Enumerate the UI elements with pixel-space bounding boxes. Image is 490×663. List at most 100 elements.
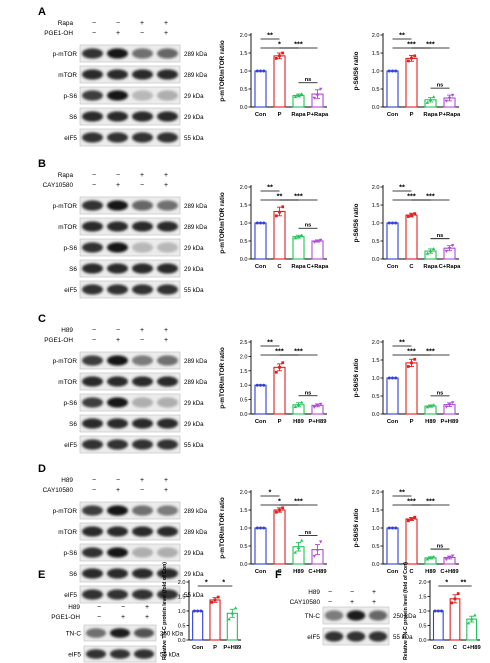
blot-strip <box>79 351 181 370</box>
significance-label: ns <box>305 77 312 83</box>
blot-band <box>107 69 128 80</box>
blot-kda: 289 kDa <box>184 379 208 386</box>
data-point <box>436 609 440 613</box>
data-point <box>315 239 320 243</box>
x-tick-label: Con <box>255 112 267 118</box>
blot-kda: 289 kDa <box>184 358 208 365</box>
blot-label: S6 <box>69 421 77 428</box>
bar <box>432 610 444 641</box>
blot-strip <box>79 585 181 604</box>
bar <box>405 57 418 108</box>
blot-label: p-mTOR <box>53 51 78 58</box>
blot-band <box>107 505 128 516</box>
treatment-sign: − <box>116 327 120 334</box>
y-tick-label: 0.0 <box>372 105 380 111</box>
y-tick-label: 2.0 <box>372 490 380 496</box>
x-tick-label: P <box>278 419 282 425</box>
blot-band <box>82 376 103 387</box>
x-tick-label: Rapa <box>423 264 438 270</box>
x-tick-label: C+Rapa <box>439 264 462 270</box>
data-point <box>440 609 444 613</box>
blot-band <box>82 242 103 253</box>
treatment-label: CAY10580 <box>290 599 321 606</box>
x-tick-label: C+H89 <box>308 569 327 575</box>
blot-band <box>157 221 178 232</box>
treatment-sign: − <box>121 604 125 611</box>
blot-kda: 289 kDa <box>184 203 208 210</box>
blot-band <box>109 649 131 659</box>
blot-band <box>324 610 344 621</box>
data-point <box>312 96 316 100</box>
treatment-sign: + <box>372 589 376 596</box>
treatment-sign: − <box>92 487 96 494</box>
x-tick-label: C <box>277 569 282 575</box>
blot-band <box>324 631 344 642</box>
data-point <box>447 403 452 407</box>
blot-kda: 289 kDa <box>184 224 208 231</box>
data-point <box>425 100 429 104</box>
blot-band <box>107 439 128 450</box>
data-point <box>281 205 285 209</box>
blot-band <box>82 568 103 579</box>
y-tick-label: 1.5 <box>372 203 380 209</box>
data-point <box>387 376 391 380</box>
blot-strip <box>79 280 181 299</box>
x-tick-label: Con <box>255 419 267 425</box>
blot-band <box>82 263 103 274</box>
y-axis-label: p-S6/S6 ratio <box>353 358 360 397</box>
blot-label: p-mTOR <box>53 358 78 365</box>
data-point <box>432 95 436 99</box>
bar <box>254 527 267 565</box>
data-point <box>192 609 196 613</box>
data-point <box>196 609 200 613</box>
panel-letter: A <box>38 6 46 18</box>
panel-a: A Rapa − − + + PGE1-OH − + − + p-mTOR 289 kDa mTOR 289… <box>38 6 461 147</box>
x-tick-label: P+H89 <box>223 645 242 651</box>
y-tick-label: 2.0 <box>419 580 427 586</box>
y-tick-label: 0.5 <box>372 87 380 93</box>
blot-band <box>82 418 103 429</box>
data-point <box>473 613 477 617</box>
blot-kda: 55 kDa <box>184 135 204 142</box>
y-tick-label: 0.5 <box>240 398 248 404</box>
bar <box>405 362 418 415</box>
y-axis-label: p-S6/S6 ratio <box>353 51 360 90</box>
blot-band <box>82 111 103 122</box>
bar <box>386 527 399 565</box>
x-tick-label: P <box>213 645 217 651</box>
x-tick-label: Con <box>387 569 399 575</box>
blot-band <box>132 376 153 387</box>
data-point <box>428 556 433 560</box>
data-point <box>255 221 259 225</box>
treatment-sign: − <box>140 337 144 344</box>
bar <box>405 518 418 565</box>
x-tick-label: C+Rapa <box>307 264 330 270</box>
bar <box>254 222 267 260</box>
x-tick-label: C <box>409 569 414 575</box>
treatment-sign: + <box>140 172 144 179</box>
x-tick-label: C <box>277 264 282 270</box>
y-tick-label: 1.0 <box>178 609 186 615</box>
significance-label: ** <box>399 31 405 40</box>
x-tick-label: C <box>409 264 414 270</box>
treatment-label: CAY10580 <box>43 182 74 189</box>
data-point <box>394 221 398 225</box>
blot-label: eIF5 <box>307 634 320 641</box>
data-point <box>444 558 448 562</box>
data-point <box>391 221 394 225</box>
treatment-sign: − <box>140 487 144 494</box>
significance-label: * <box>278 40 281 49</box>
y-axis-label: Relative TN-C protein level (fold of Con… <box>403 562 409 660</box>
significance-label: *** <box>407 192 416 201</box>
y-tick-label: 0.0 <box>240 105 248 111</box>
blot-label: eIF5 <box>64 135 77 142</box>
data-point <box>315 549 320 553</box>
y-tick-label: 1.0 <box>240 221 248 227</box>
significance-label: *** <box>426 192 435 201</box>
data-point <box>450 601 454 605</box>
data-point <box>259 383 262 387</box>
significance-label: * <box>278 497 281 506</box>
treatment-sign: − <box>97 614 101 621</box>
blot-kda: 29 kDa <box>184 550 204 557</box>
treatment-sign: − <box>140 30 144 37</box>
